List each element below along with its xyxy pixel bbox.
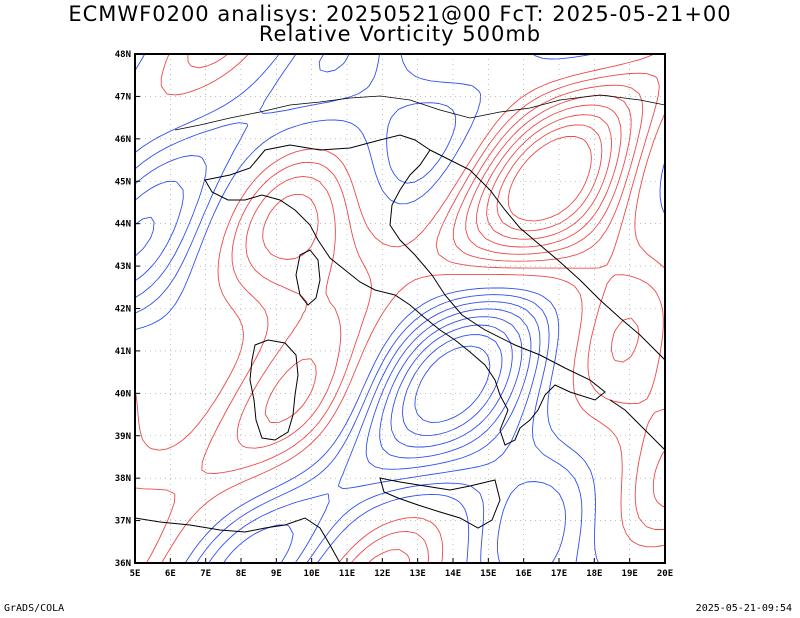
lat-label: 46N [115, 135, 131, 145]
lon-label: 6E [165, 569, 176, 579]
positive-vorticity-contour [135, 54, 665, 563]
lat-label: 44N [115, 220, 131, 230]
negative-vorticity-contour [135, 180, 532, 563]
lat-label: 38N [115, 474, 131, 484]
negative-vorticity-contour [390, 324, 513, 448]
map-subtitle: Relative Vorticity 500mb [258, 22, 542, 46]
lon-label: 19E [622, 569, 638, 579]
lon-label: 5E [130, 569, 141, 579]
positive-vorticity-contour [236, 84, 665, 563]
lat-lon-grid [135, 54, 665, 563]
lon-label: 11E [339, 569, 355, 579]
negative-vorticity-contour [402, 334, 503, 436]
lon-label: 8E [236, 569, 247, 579]
lon-label: 17E [551, 569, 567, 579]
coastlines-borders [135, 94, 665, 563]
footer-software: GrADS/COLA [4, 603, 65, 614]
lon-label: 14E [445, 569, 461, 579]
lat-label: 36N [115, 559, 131, 569]
lon-label: 16E [516, 569, 532, 579]
lon-label: 7E [200, 569, 211, 579]
lat-label: 37N [115, 517, 131, 527]
lon-label: 13E [410, 569, 426, 579]
lat-label: 41N [115, 347, 131, 357]
positive-vorticity-contour [507, 135, 592, 222]
vorticity-contours [135, 54, 665, 563]
lon-label: 9E [271, 569, 282, 579]
longitude-labels: 5E 6E 7E 8E 9E 10E 11E 12E 13E 14E 15E 16E 17E 18E 19E… [130, 558, 673, 579]
positive-vorticity-contour [262, 94, 632, 423]
lon-label: 12E [374, 569, 390, 579]
negative-vorticity-contour [135, 216, 523, 459]
negative-vorticity-contour [135, 54, 583, 563]
lon-label: 18E [586, 569, 602, 579]
positive-vorticity-contour [135, 54, 665, 563]
lat-label: 48N [115, 50, 131, 60]
negative-vorticity-contour [135, 54, 567, 563]
lat-label: 42N [115, 305, 131, 315]
positive-vorticity-contour [476, 104, 622, 248]
lon-label: 15E [480, 569, 496, 579]
lat-label: 45N [115, 177, 131, 187]
negative-vorticity-contour [414, 345, 491, 423]
latitude-labels: 48N 47N 46N 45N 44N 43N 42N 41N 40N 39N 38N 37N 36N [115, 50, 140, 569]
lat-label: 40N [115, 389, 131, 399]
footer-timestamp: 2025-05-21-09:54 [695, 603, 792, 614]
positive-vorticity-contour [486, 114, 613, 240]
map-title: ECMWF0200 analisys: 20250521@00 FcT: 202… [68, 2, 732, 26]
lat-label: 43N [115, 262, 131, 272]
lat-label: 39N [115, 432, 131, 442]
lat-label: 47N [115, 92, 131, 102]
lon-label: 20E [657, 569, 673, 579]
lon-label: 10E [304, 569, 320, 579]
